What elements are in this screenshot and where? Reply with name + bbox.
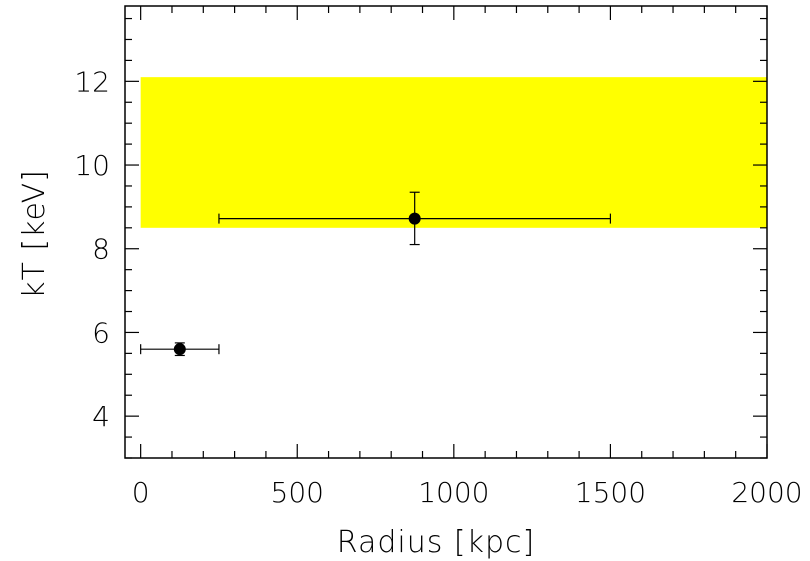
highlight-band: [140, 77, 767, 228]
y-tick-label: 6: [92, 316, 110, 349]
x-tick-label: 2000: [731, 476, 802, 509]
labels-layer: 0 500 1000 1500 2000 4 6 8 10 12: [74, 65, 802, 509]
x-tick-label: 1000: [418, 476, 489, 509]
x-tick-label: 500: [271, 476, 324, 509]
x-tick-label: 1500: [575, 476, 646, 509]
y-tick-label: 12: [74, 65, 110, 98]
y-axis-title: kT [keV]: [17, 169, 52, 299]
y-tick-label: 4: [92, 400, 110, 433]
data-point: [408, 212, 421, 225]
y-tick-label: 8: [92, 233, 110, 266]
x-tick-label: 0: [132, 476, 150, 509]
ticks-layer: [125, 6, 768, 459]
data-point: [173, 343, 186, 356]
x-axis-title: Radius [kpc]: [337, 525, 535, 560]
plot-frame: [124, 5, 768, 459]
y-tick-label: 10: [74, 149, 110, 182]
points-layer: [140, 191, 612, 357]
band-layer: [140, 77, 767, 228]
